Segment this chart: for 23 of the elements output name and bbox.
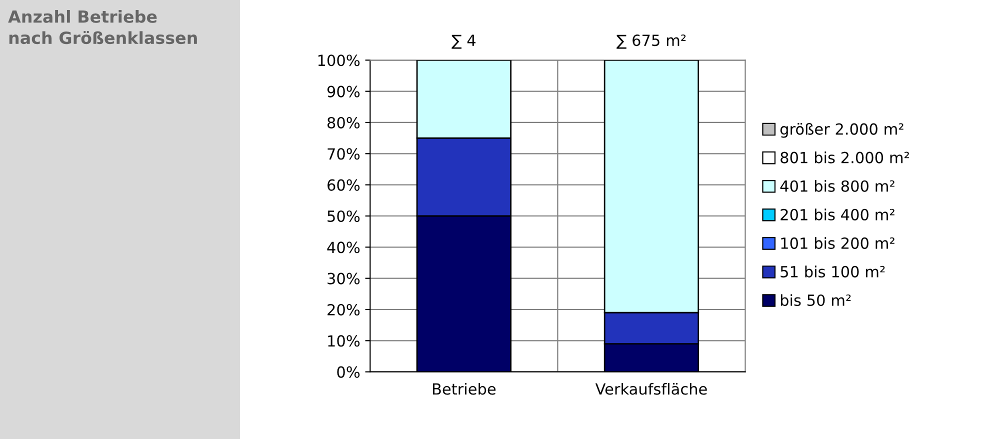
- legend-label: 101 bis 200 m²: [781, 237, 894, 249]
- y-tick-label: 90%: [327, 86, 360, 98]
- text: Anzahl Betriebe nach Größenklassen: [8, 10, 197, 44]
- x-tick-label: Verkaufsfläche: [595, 382, 707, 395]
- y-tick-label: 20%: [328, 304, 360, 316]
- y-tick-label: 70%: [328, 148, 360, 160]
- legend-label: 801 bis 2.000 m²: [780, 152, 909, 164]
- legend-label: bis 50 m²: [780, 294, 851, 306]
- legend-label: 401 bis 800 m²: [780, 180, 894, 192]
- y-tick-label: 50%: [328, 210, 360, 222]
- annotation: ∑ 675 m²: [616, 34, 686, 49]
- y-tick-label: 0%: [337, 366, 360, 378]
- x-tick-label: Betriebe: [432, 382, 496, 395]
- y-tick-label: 30%: [328, 272, 360, 284]
- y-tick-label: 80%: [327, 116, 360, 129]
- legend-label: 51 bis 100 m²: [780, 266, 885, 278]
- annotation: ∑ 4: [452, 34, 476, 49]
- legend-label: größer 2.000 m²: [780, 122, 904, 138]
- legend-label: 201 bis 400 m²: [780, 208, 894, 220]
- y-tick-label: 60%: [328, 179, 360, 191]
- y-tick-label: 100%: [318, 54, 360, 66]
- y-tick-label: 40%: [327, 242, 360, 254]
- y-tick-label: 10%: [328, 335, 360, 347]
